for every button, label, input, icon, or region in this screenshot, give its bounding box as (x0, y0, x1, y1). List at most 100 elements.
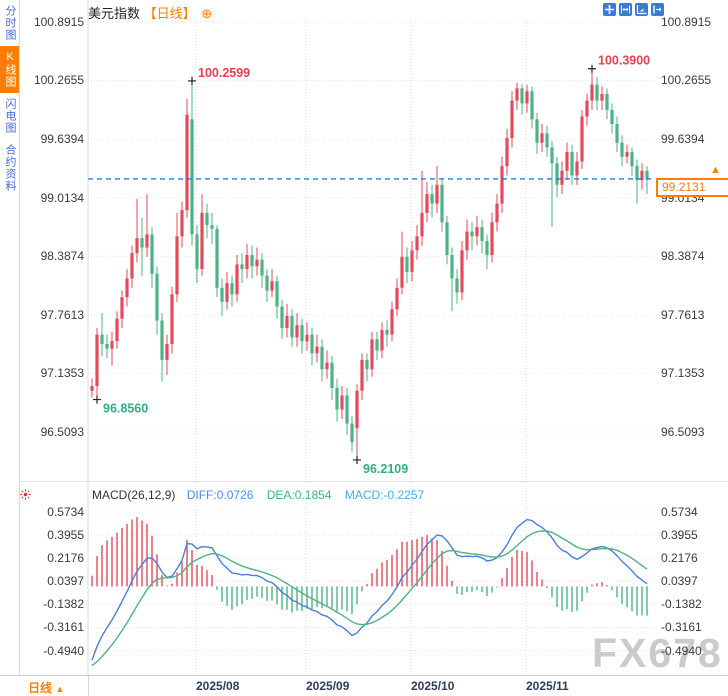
bottom-bar: 日线 ▲ 2025/08 2025/09 2025/10 2025/11 (0, 675, 728, 696)
chart-toolbar (603, 3, 664, 16)
candle-body (160, 320, 164, 360)
candle-body (370, 339, 374, 370)
candle-body (90, 386, 94, 391)
candle-body (130, 253, 134, 279)
candle-body (260, 259, 264, 276)
candle-body (145, 234, 149, 248)
timeframe-selector[interactable]: 日线 ▲ (28, 679, 64, 696)
candle-body (380, 329, 384, 351)
candle-body (645, 170, 649, 179)
candle-body (610, 109, 614, 124)
fit-vertical-axis-icon[interactable] (635, 3, 648, 16)
candle-body (375, 339, 379, 351)
candle-body (585, 100, 589, 117)
candle-body (605, 94, 609, 110)
watermark: FX678 (592, 630, 723, 676)
candle-body (630, 152, 634, 167)
add-indicator-icon[interactable]: ⊕ (201, 6, 213, 21)
candle-body (620, 142, 624, 157)
candle-body (570, 152, 574, 176)
price-marker-cross (353, 455, 361, 464)
candle-body (420, 212, 424, 237)
candle-body (355, 390, 359, 429)
candle-body (410, 250, 414, 272)
timeframe-selector-label: 日线 (28, 681, 53, 695)
candle-body (280, 306, 284, 329)
chevron-up-icon: ▲ (55, 684, 65, 694)
candle-body (500, 166, 504, 204)
candle-body (165, 343, 169, 360)
candle-body (230, 283, 234, 295)
candle-body (285, 315, 289, 329)
candle-body (100, 334, 104, 344)
candle-body (315, 346, 319, 354)
annotation-label: 96.8560 (103, 402, 148, 416)
candle-body (520, 88, 524, 104)
candle-body (455, 278, 459, 293)
price-up-arrow-icon: ▲ (710, 164, 721, 176)
candle-body (265, 275, 269, 291)
go-to-latest-icon[interactable] (651, 3, 664, 16)
candle-body (560, 170, 564, 185)
candle-body (170, 294, 174, 344)
chart-title: 美元指数 【日线】 ⊕ (88, 3, 212, 22)
indicator-settings-icon[interactable] (19, 488, 32, 506)
macd-dea-line (91, 530, 648, 667)
candle-body (540, 133, 544, 143)
candle-body (415, 236, 419, 251)
candle-body (365, 359, 369, 370)
annotation-label: 96.2109 (363, 462, 408, 476)
candle-body (110, 341, 114, 349)
macd-dea-value: DEA:0.1854 (266, 488, 332, 502)
x-axis-label: 2025/08 (196, 679, 240, 693)
current-price-box: 99.2131 (656, 178, 728, 197)
candle-body (125, 278, 129, 298)
candle-body (635, 166, 639, 181)
candle-body (480, 226, 484, 241)
macd-params-label: MACD(26,12,9) (92, 488, 176, 502)
candle-body (250, 255, 254, 267)
candle-body (625, 152, 629, 157)
candle-body (195, 234, 199, 270)
candle-body (185, 114, 189, 211)
candle-body (535, 119, 539, 143)
candle-body (240, 264, 244, 270)
candle-body (595, 84, 599, 101)
candle-body (270, 281, 274, 291)
fit-horizontal-axis-icon[interactable] (619, 3, 632, 16)
candle-body (105, 343, 109, 349)
candle-body (220, 287, 224, 302)
pan-icon[interactable] (603, 3, 616, 16)
candle-body (175, 236, 179, 295)
sidebar-tab-candlestick[interactable]: K线图 (0, 46, 19, 93)
candle-body (155, 273, 159, 321)
candle-body (325, 362, 329, 370)
macd-diff-value: DIFF:0.0726 (186, 488, 254, 502)
candle-body (435, 184, 439, 204)
sidebar-tab-contract-info[interactable]: 合约资料 (4, 144, 16, 192)
candle-body (395, 287, 399, 310)
macd-diff-line (91, 518, 648, 661)
candle-body (460, 250, 464, 293)
candle-body (115, 318, 119, 342)
annotation-label: 100.3900 (598, 54, 650, 68)
candle-body (405, 256, 409, 272)
candle-body (200, 212, 204, 270)
sidebar-tab-timeline[interactable]: 分时图 (4, 5, 16, 41)
bottom-bar-divider (88, 676, 89, 696)
candle-body (565, 152, 569, 171)
sidebar-tab-flash[interactable]: 闪电图 (4, 98, 16, 134)
candle-body (180, 210, 184, 237)
candle-body (555, 163, 559, 185)
candle-body (485, 240, 489, 256)
candle-body (385, 329, 389, 335)
candle-body (340, 395, 344, 410)
candle-body (575, 161, 579, 176)
candle-body (510, 100, 514, 139)
candle-body (190, 119, 194, 235)
x-axis-label: 2025/09 (306, 679, 350, 693)
candle-body (290, 315, 294, 338)
candle-body (400, 256, 404, 288)
candle-body (330, 362, 334, 388)
